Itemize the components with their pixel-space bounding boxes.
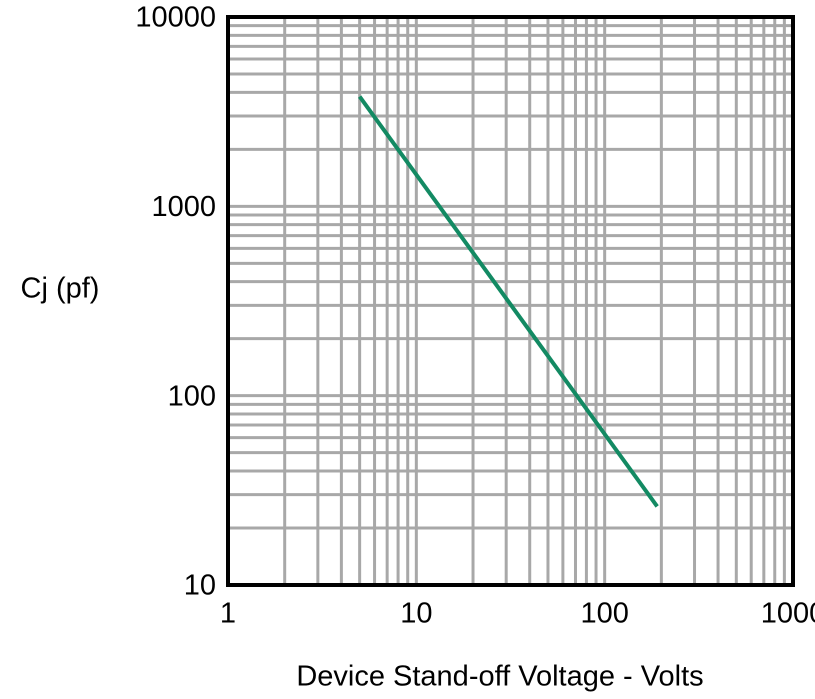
y-axis-label: Cj (pf) <box>21 273 100 305</box>
y-tick-label: 10000 <box>135 2 216 34</box>
x-tick-label: 100 <box>580 598 628 630</box>
x-axis-label: Device Stand-off Voltage - Volts <box>296 661 703 693</box>
x-tick-label: 1000 <box>761 598 815 630</box>
x-tick-label: 1 <box>220 598 236 630</box>
grid <box>226 15 795 587</box>
y-tick-label: 1000 <box>151 191 216 223</box>
y-tick-label: 10 <box>184 570 216 602</box>
plot-frame <box>226 15 795 587</box>
y-tick-label: 100 <box>168 380 216 412</box>
series-line <box>358 95 659 508</box>
plot-marks <box>358 95 659 508</box>
x-tick-label: 10 <box>400 598 432 630</box>
